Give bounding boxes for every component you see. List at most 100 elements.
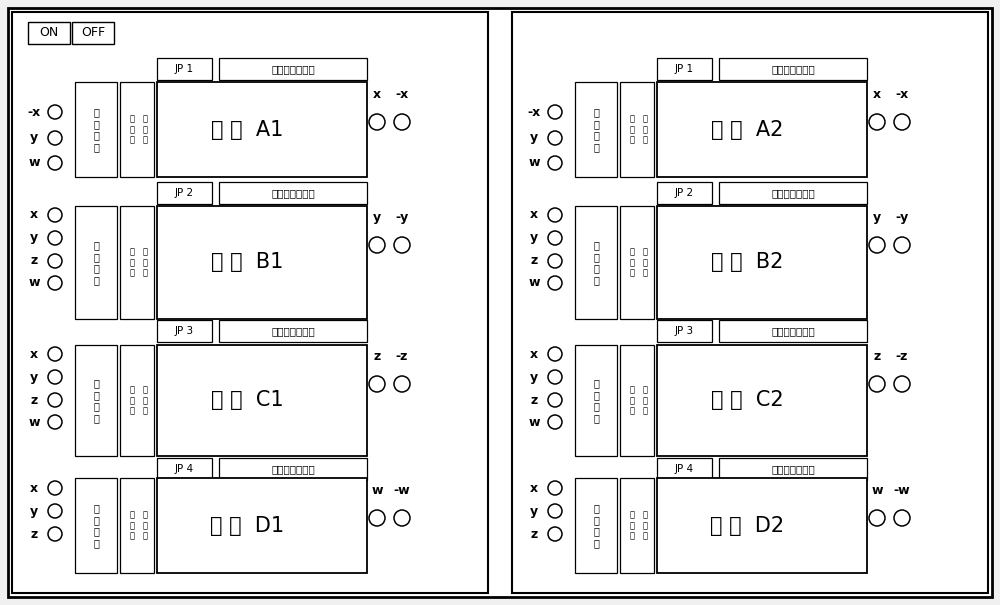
Text: 数
节
路: 数 节 路 [642, 247, 648, 278]
Text: y: y [30, 505, 38, 517]
Bar [157, 58, 212, 80]
Bar [575, 345, 617, 456]
Text: y: y [30, 232, 38, 244]
Bar [72, 22, 114, 44]
Text: x: x [530, 347, 538, 361]
Bar [575, 82, 617, 177]
Bar [75, 82, 117, 177]
Text: w: w [28, 157, 40, 169]
Bar [719, 320, 867, 342]
Text: 输
入
选
择: 输 入 选 择 [93, 503, 99, 548]
Text: 分数阶模块插座: 分数阶模块插座 [271, 188, 315, 198]
Text: w: w [28, 276, 40, 290]
Bar [120, 478, 154, 573]
Text: -x: -x [895, 88, 909, 102]
Text: z: z [30, 255, 38, 267]
Text: w: w [528, 416, 540, 428]
Bar [120, 345, 154, 456]
Text: 分数阶模块插座: 分数阶模块插座 [771, 188, 815, 198]
Text: 分数阶模块插座: 分数阶模块插座 [771, 326, 815, 336]
Bar [75, 478, 117, 573]
Text: -y: -y [395, 212, 409, 224]
Bar [157, 206, 367, 319]
Text: 输
入
选
择: 输 入 选 择 [593, 378, 599, 423]
Text: x: x [530, 482, 538, 494]
Text: 通 道  B1: 通 道 B1 [211, 252, 283, 272]
Text: -w: -w [394, 483, 410, 497]
Text: 数
节
路: 数 节 路 [642, 114, 648, 145]
Bar [157, 82, 367, 177]
Bar [219, 458, 367, 480]
Bar [657, 206, 867, 319]
Text: ON: ON [39, 27, 59, 39]
Text: z: z [373, 350, 381, 364]
Text: 通 道  A1: 通 道 A1 [211, 120, 283, 140]
Text: z: z [530, 528, 538, 540]
Text: 通 道  A2: 通 道 A2 [711, 120, 783, 140]
Text: x: x [30, 209, 38, 221]
Text: -y: -y [895, 212, 909, 224]
Text: -z: -z [396, 350, 408, 364]
Text: 数
节
路: 数 节 路 [143, 114, 148, 145]
Bar [657, 478, 867, 573]
Bar [620, 82, 654, 177]
Text: z: z [873, 350, 881, 364]
Text: 参
调
电: 参 调 电 [130, 385, 134, 416]
Text: JP 2: JP 2 [174, 188, 194, 198]
Text: JP 1: JP 1 [174, 64, 194, 74]
Text: JP 3: JP 3 [174, 326, 194, 336]
Text: w: w [528, 157, 540, 169]
Bar [719, 458, 867, 480]
Bar [219, 182, 367, 204]
Text: w: w [871, 483, 883, 497]
Text: y: y [530, 505, 538, 517]
Text: z: z [30, 393, 38, 407]
Bar [75, 345, 117, 456]
Text: -w: -w [894, 483, 910, 497]
Text: 输
入
选
择: 输 入 选 择 [93, 240, 99, 285]
Text: 分数阶模块插座: 分数阶模块插座 [771, 464, 815, 474]
Bar [157, 478, 367, 573]
Text: w: w [28, 416, 40, 428]
Text: 参
调
电: 参 调 电 [130, 247, 134, 278]
Text: 输
入
选
择: 输 入 选 择 [93, 378, 99, 423]
Text: z: z [530, 255, 538, 267]
Text: 通 道  B2: 通 道 B2 [711, 252, 783, 272]
Text: 分数阶模块插座: 分数阶模块插座 [271, 326, 315, 336]
Text: OFF: OFF [81, 27, 105, 39]
Text: 通 道  D1: 通 道 D1 [210, 515, 284, 535]
Text: 参
调
电: 参 调 电 [630, 385, 635, 416]
Text: JP 3: JP 3 [674, 326, 694, 336]
Text: JP 4: JP 4 [674, 464, 694, 474]
Bar [157, 320, 212, 342]
Bar [657, 345, 867, 456]
Bar [620, 345, 654, 456]
Bar [219, 320, 367, 342]
Text: 数
节
路: 数 节 路 [642, 385, 648, 416]
Text: x: x [373, 88, 381, 102]
Text: 数
节
路: 数 节 路 [143, 511, 148, 540]
Text: y: y [530, 370, 538, 384]
Bar [120, 82, 154, 177]
Text: 参
调
电: 参 调 电 [130, 511, 134, 540]
Bar [657, 82, 867, 177]
Text: 输
入
选
择: 输 入 选 择 [93, 107, 99, 152]
Text: 输
入
选
择: 输 入 选 择 [593, 107, 599, 152]
Bar [75, 206, 117, 319]
Text: 数
节
路: 数 节 路 [143, 247, 148, 278]
Text: -x: -x [27, 105, 41, 119]
Text: JP 4: JP 4 [174, 464, 194, 474]
Text: x: x [873, 88, 881, 102]
Text: x: x [30, 482, 38, 494]
Text: y: y [873, 212, 881, 224]
Text: 数
节
路: 数 节 路 [143, 385, 148, 416]
Bar [12, 12, 488, 593]
Bar [157, 345, 367, 456]
Text: z: z [30, 528, 38, 540]
Bar [657, 458, 712, 480]
Text: 参
调
电: 参 调 电 [630, 247, 635, 278]
Bar [219, 58, 367, 80]
Text: JP 2: JP 2 [674, 188, 694, 198]
Text: 输
入
选
择: 输 入 选 择 [593, 503, 599, 548]
Bar [620, 478, 654, 573]
